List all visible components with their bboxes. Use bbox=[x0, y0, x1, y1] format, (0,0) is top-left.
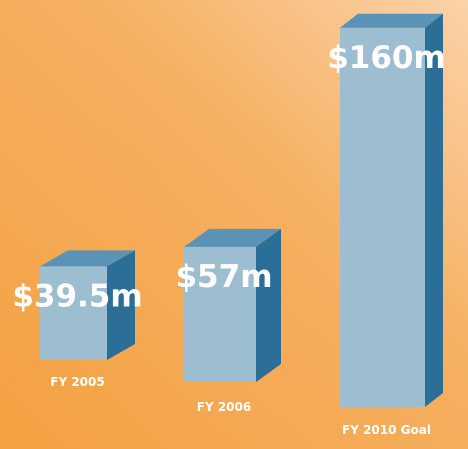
bar bbox=[184, 228, 281, 382]
bar-front bbox=[340, 27, 425, 408]
bar-top bbox=[184, 228, 281, 247]
bar-front bbox=[184, 246, 256, 382]
value-label: $57m bbox=[175, 259, 272, 295]
bar-side bbox=[256, 228, 281, 382]
bar-top bbox=[40, 250, 135, 267]
value-label: $160m bbox=[327, 40, 446, 76]
x-tick-label: FY 2006 bbox=[197, 400, 251, 414]
x-tick-label: FY 2010 Goal bbox=[342, 423, 431, 437]
bar-top bbox=[340, 13, 443, 28]
bar bbox=[40, 250, 135, 360]
value-label: $39.5m bbox=[12, 278, 142, 314]
bar-side bbox=[425, 13, 443, 408]
bar-front bbox=[40, 266, 107, 360]
bar-side bbox=[107, 250, 135, 360]
bar bbox=[340, 13, 443, 408]
x-tick-label: FY 2005 bbox=[50, 375, 104, 389]
